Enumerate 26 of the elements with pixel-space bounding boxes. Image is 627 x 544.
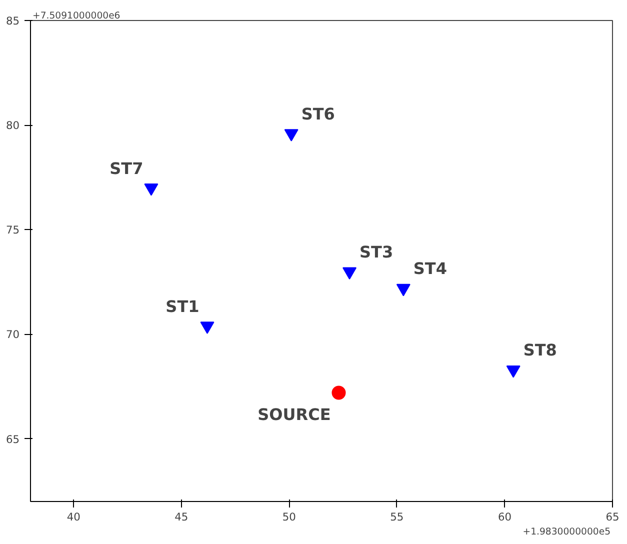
annotation: ST1 bbox=[166, 296, 200, 316]
annotation: +7.5091000000e6 bbox=[32, 10, 120, 22]
y-tick-label: 70 bbox=[6, 328, 20, 342]
y-tick-label: 80 bbox=[6, 119, 20, 132]
series-label: SOURCE bbox=[258, 404, 331, 424]
annotation: ST8 bbox=[523, 340, 557, 360]
point bbox=[144, 184, 158, 196]
y-tick-label: 75 bbox=[6, 224, 20, 237]
text: +1.9830000000e5 bbox=[522, 526, 611, 538]
x-tick-label: 65 bbox=[606, 510, 620, 524]
point bbox=[200, 322, 214, 334]
x-tick-label: 45 bbox=[174, 510, 188, 524]
annotation: ST6 bbox=[301, 104, 335, 124]
point bbox=[342, 267, 357, 280]
annotation: ST3 bbox=[360, 242, 394, 262]
y-tick-label: 85 bbox=[6, 14, 20, 28]
annotation: ST7 bbox=[110, 158, 144, 178]
y-tick-label: 65 bbox=[6, 432, 20, 446]
annotation: ST4 bbox=[413, 259, 447, 278]
point bbox=[506, 365, 520, 378]
point bbox=[396, 284, 410, 296]
x-tick-label: 55 bbox=[390, 510, 404, 524]
x-tick-label: 50 bbox=[282, 510, 296, 524]
point bbox=[284, 129, 298, 142]
x-tick-label: 40 bbox=[66, 510, 81, 524]
x-tick-label: 60 bbox=[498, 510, 512, 524]
